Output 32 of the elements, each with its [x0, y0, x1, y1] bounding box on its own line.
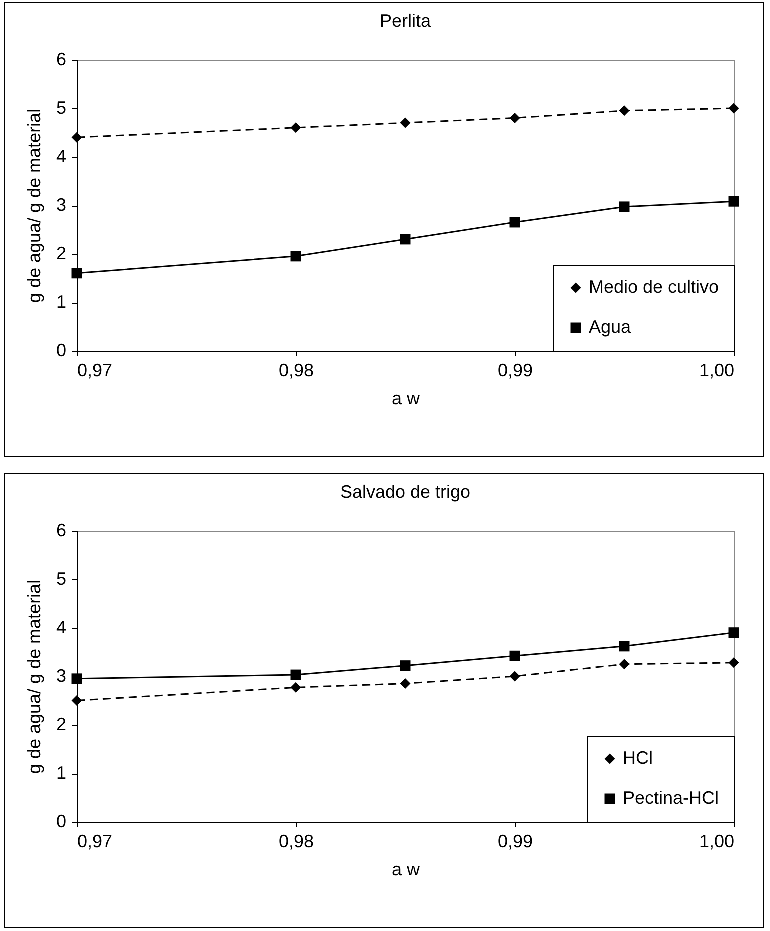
y-tick-label: 6 — [56, 50, 66, 70]
legend-label: Agua — [589, 317, 632, 337]
x-tick-label: 0,99 — [498, 360, 534, 380]
x-tick-label: 0,99 — [498, 832, 534, 852]
x-tick-label: 1,00 — [699, 360, 734, 380]
y-tick-label: 1 — [56, 292, 66, 312]
x-axis-title: a w — [392, 860, 422, 880]
y-tick-label: 4 — [56, 146, 66, 166]
y-tick-label: 5 — [56, 98, 66, 118]
y-tick-label: 5 — [56, 569, 66, 589]
y-axis-title: g de agua/ g de material — [24, 580, 44, 774]
y-tick-label: 0 — [56, 812, 66, 832]
y-tick-label: 1 — [56, 763, 66, 783]
y-tick-label: 3 — [56, 666, 66, 686]
chart-title: Salvado de trigo — [340, 482, 471, 502]
x-tick-label: 0,97 — [78, 360, 113, 380]
y-tick-label: 3 — [56, 195, 66, 215]
y-tick-label: 6 — [56, 520, 66, 540]
x-tick-label: 0,98 — [278, 360, 314, 380]
x-tick-label: 0,98 — [278, 832, 314, 852]
x-tick-label: 1,00 — [699, 832, 734, 852]
y-tick-label: 2 — [56, 714, 66, 734]
chart-title: Perlita — [380, 11, 432, 31]
y-tick-label: 4 — [56, 618, 66, 638]
x-axis-title: a w — [392, 388, 422, 408]
y-tick-label: 2 — [56, 244, 66, 264]
y-tick-label: 0 — [56, 340, 66, 360]
x-tick-label: 0,97 — [78, 832, 113, 852]
legend-label: Medio de cultivo — [589, 277, 720, 297]
y-axis-title: g de agua/ g de material — [24, 108, 44, 304]
legend-label: Pectina-HCl — [623, 788, 720, 808]
legend-label: HCl — [623, 748, 653, 768]
